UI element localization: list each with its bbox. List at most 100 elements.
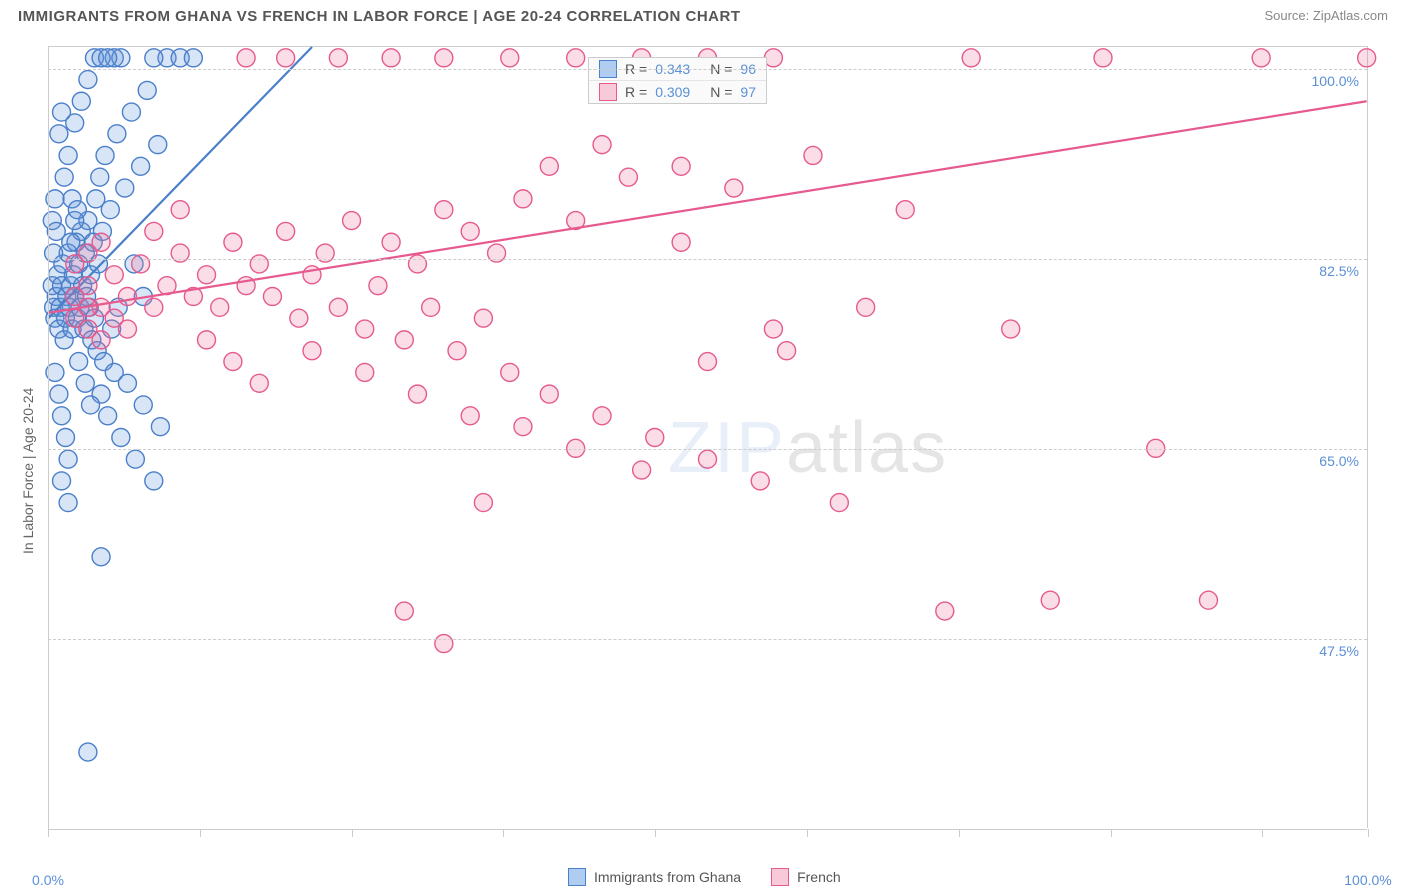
source-link[interactable]: ZipAtlas.com: [1313, 8, 1388, 23]
data-point: [151, 418, 169, 436]
data-point: [329, 298, 347, 316]
data-point: [96, 146, 114, 164]
tick-v: [200, 829, 201, 837]
data-point: [672, 157, 690, 175]
tick-v: [959, 829, 960, 837]
data-point: [171, 201, 189, 219]
data-point: [764, 49, 782, 67]
data-point: [53, 472, 71, 490]
data-point: [138, 81, 156, 99]
data-point: [145, 472, 163, 490]
tick-v: [503, 829, 504, 837]
gridline-h: [48, 639, 1367, 640]
data-point: [211, 298, 229, 316]
data-point: [395, 331, 413, 349]
data-point: [72, 92, 90, 110]
data-point: [184, 49, 202, 67]
data-point: [50, 385, 68, 403]
data-point: [382, 233, 400, 251]
series-name: Immigrants from Ghana: [594, 869, 741, 885]
data-point: [567, 49, 585, 67]
data-point: [145, 298, 163, 316]
data-point: [356, 363, 374, 381]
data-point: [435, 201, 453, 219]
data-point: [118, 374, 136, 392]
correlation-legend: R = 0.343N = 96R = 0.309N = 97: [588, 57, 767, 104]
gridline-h: [48, 69, 1367, 70]
data-point: [382, 49, 400, 67]
data-point: [116, 179, 134, 197]
data-point: [112, 429, 130, 447]
gridline-h: [48, 449, 1367, 450]
data-point: [224, 353, 242, 371]
source-prefix: Source:: [1264, 8, 1312, 23]
data-point: [408, 385, 426, 403]
data-point: [435, 49, 453, 67]
x-tick-label: 0.0%: [32, 872, 64, 888]
tick-v: [352, 829, 353, 837]
data-point: [132, 255, 150, 273]
data-point: [1358, 49, 1376, 67]
tick-v: [1262, 829, 1263, 837]
data-point: [263, 287, 281, 305]
data-point: [474, 309, 492, 327]
data-point: [395, 602, 413, 620]
data-point: [461, 222, 479, 240]
data-point: [329, 49, 347, 67]
data-point: [936, 602, 954, 620]
data-point: [59, 494, 77, 512]
x-tick-label: 100.0%: [1344, 872, 1391, 888]
data-point: [764, 320, 782, 338]
data-point: [1094, 49, 1112, 67]
y-tick-label: 82.5%: [1317, 263, 1361, 279]
data-point: [435, 635, 453, 653]
legend-row: R = 0.309N = 97: [589, 81, 766, 103]
source-label: Source: ZipAtlas.com: [1264, 8, 1388, 23]
y-tick-label: 65.0%: [1317, 453, 1361, 469]
data-point: [593, 136, 611, 154]
data-point: [53, 103, 71, 121]
data-point: [224, 233, 242, 251]
data-point: [501, 363, 519, 381]
data-point: [118, 287, 136, 305]
data-point: [108, 125, 126, 143]
data-point: [277, 49, 295, 67]
data-point: [56, 429, 74, 447]
data-point: [896, 201, 914, 219]
data-point: [474, 494, 492, 512]
data-point: [145, 49, 163, 67]
legend-n-label: N =: [710, 84, 732, 100]
data-point: [62, 233, 80, 251]
data-point: [356, 320, 374, 338]
chart-container: In Labor Force | Age 20-24 ZIPatlas R = …: [0, 36, 1406, 892]
data-point: [699, 353, 717, 371]
data-point: [514, 190, 532, 208]
data-point: [92, 331, 110, 349]
data-point: [76, 374, 94, 392]
data-point: [619, 168, 637, 186]
data-point: [50, 125, 68, 143]
tick-v: [1111, 829, 1112, 837]
data-point: [53, 407, 71, 425]
data-point: [92, 548, 110, 566]
data-point: [99, 49, 117, 67]
data-point: [59, 146, 77, 164]
data-point: [70, 353, 88, 371]
data-point: [132, 157, 150, 175]
data-point: [408, 255, 426, 273]
data-point: [751, 472, 769, 490]
data-point: [101, 201, 119, 219]
series-name: French: [797, 869, 841, 885]
tick-v: [807, 829, 808, 837]
data-point: [725, 179, 743, 197]
axis-bottom: [48, 829, 1367, 830]
y-tick-label: 100.0%: [1310, 73, 1361, 89]
data-point: [92, 233, 110, 251]
series-legend-item: Immigrants from Ghana: [568, 868, 741, 886]
tick-v: [1368, 829, 1369, 837]
data-point: [105, 266, 123, 284]
data-point: [198, 266, 216, 284]
data-point: [250, 374, 268, 392]
data-point: [118, 320, 136, 338]
y-tick-label: 47.5%: [1317, 643, 1361, 659]
